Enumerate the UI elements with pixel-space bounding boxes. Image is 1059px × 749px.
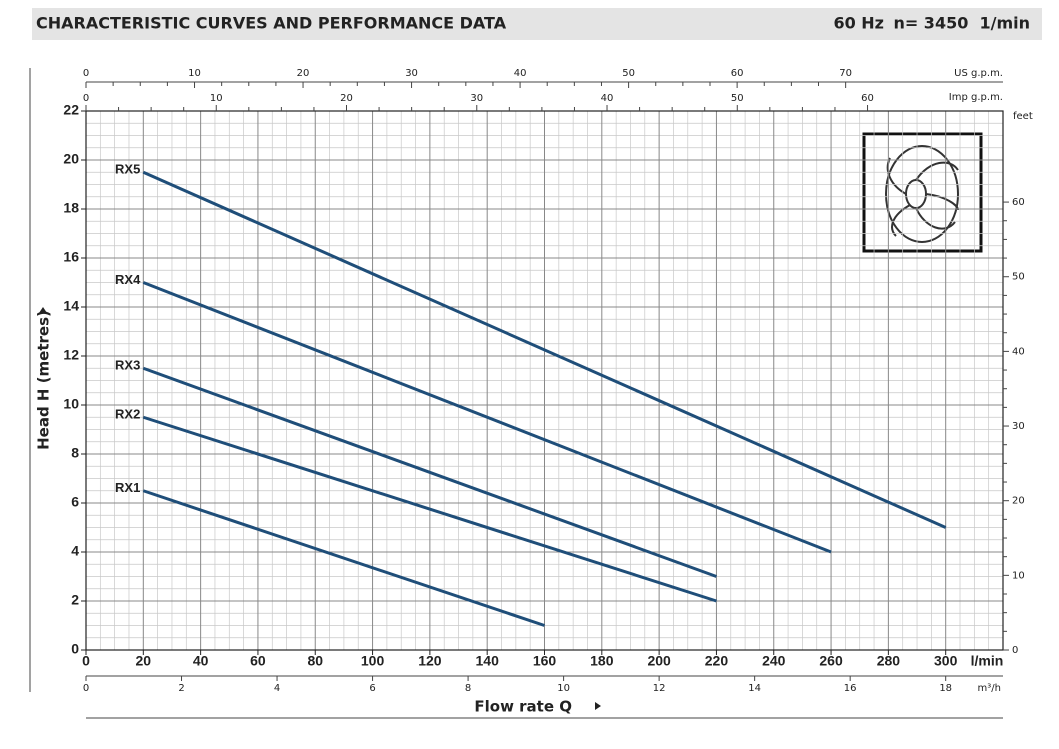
x4-unit-label: Imp g.p.m. — [949, 92, 1003, 103]
series-label: RX3 — [115, 358, 140, 373]
x-tick-label: 220 — [705, 653, 729, 669]
x2-tick-label: 18 — [939, 683, 952, 694]
impeller-image — [862, 132, 983, 253]
x2-tick-label: 0 — [83, 683, 89, 694]
x3-tick-label: 50 — [622, 68, 635, 79]
y-tick-label: 10 — [63, 396, 79, 412]
x4-tick-label: 0 — [83, 93, 89, 104]
arrow — [39, 307, 47, 313]
x-tick-label: 100 — [361, 653, 385, 669]
x3-tick-label: 60 — [731, 68, 744, 79]
y-tick-label: 20 — [63, 151, 79, 167]
x4-tick-label: 10 — [210, 93, 223, 104]
x2-tick-label: 12 — [653, 683, 666, 694]
y2-tick-label: 0 — [1012, 645, 1018, 656]
y-tick-label: 2 — [71, 592, 79, 608]
curve — [142, 489, 545, 627]
y-tick-label: 12 — [63, 347, 79, 363]
header-band — [32, 8, 1042, 40]
x3-tick-label: 20 — [297, 68, 310, 79]
speed: n= 3450 1/min — [893, 14, 1030, 33]
y-tick-label: 22 — [63, 102, 79, 118]
x4-tick-label: 50 — [731, 93, 744, 104]
x3-tick-label: 40 — [514, 68, 527, 79]
x3-unit-label: US g.p.m. — [954, 68, 1003, 79]
series-label: RX2 — [115, 407, 140, 422]
y-tick-label: 0 — [71, 641, 79, 657]
x-tick-label: 300 — [934, 653, 958, 669]
x-unit-label: l/min — [971, 653, 1004, 669]
x-tick-label: 80 — [307, 653, 323, 669]
x-tick-label: 180 — [590, 653, 614, 669]
y2-tick-label: 40 — [1012, 346, 1025, 357]
x-tick-label: 60 — [250, 653, 266, 669]
series-label: RX4 — [115, 272, 141, 287]
x3-tick-label: 10 — [188, 68, 201, 79]
plot-frame — [85, 110, 1004, 651]
chart-title: CHARACTERISTIC CURVES AND PERFORMANCE DA… — [36, 14, 507, 33]
x-tick-label: 280 — [877, 653, 901, 669]
x-tick-label: 160 — [533, 653, 557, 669]
x-tick-label: 200 — [647, 653, 671, 669]
curve — [142, 170, 947, 529]
y-tick-label: 6 — [71, 494, 79, 510]
x2-tick-label: 10 — [557, 683, 570, 694]
series-label: RX5 — [115, 162, 140, 177]
x4-tick-label: 20 — [340, 93, 353, 104]
y-tick-label: 4 — [71, 543, 79, 559]
x4-tick-label: 30 — [470, 93, 483, 104]
x-tick-label: 0 — [82, 653, 90, 669]
curve — [142, 281, 832, 554]
x2-unit-label: m³/h — [978, 683, 1001, 694]
x2-tick-label: 4 — [274, 683, 280, 694]
x2-tick-label: 2 — [178, 683, 184, 694]
frequency: 60 Hz — [833, 14, 884, 33]
curve — [142, 366, 717, 578]
x-tick-label: 260 — [819, 653, 843, 669]
y-tick-label: 8 — [71, 445, 79, 461]
y-tick-label: 16 — [63, 249, 79, 265]
y2-tick-label: 30 — [1012, 421, 1025, 432]
y-tick-label: 14 — [63, 298, 79, 314]
y2-tick-label: 20 — [1012, 496, 1025, 507]
x4-tick-label: 40 — [601, 93, 614, 104]
y2-tick-label: 60 — [1012, 197, 1025, 208]
y-tick-label: 18 — [63, 200, 79, 216]
x4-tick-label: 60 — [861, 93, 874, 104]
y2-tick-label: 10 — [1012, 570, 1025, 581]
x3-tick-label: 0 — [83, 68, 89, 79]
x2-tick-label: 6 — [369, 683, 375, 694]
x2-tick-label: 16 — [844, 683, 857, 694]
x-tick-label: 140 — [476, 653, 500, 669]
x-axis-label: Flow rate Q — [474, 698, 572, 716]
x2-tick-label: 14 — [748, 683, 761, 694]
arrow — [595, 702, 601, 710]
x3-tick-label: 70 — [839, 68, 852, 79]
y2-unit-label: feet — [1013, 111, 1033, 122]
x-tick-label: 20 — [136, 653, 152, 669]
x-tick-label: 240 — [762, 653, 786, 669]
series-label: RX1 — [115, 480, 140, 495]
x-tick-label: 120 — [418, 653, 442, 669]
x-tick-label: 40 — [193, 653, 209, 669]
y2-tick-label: 50 — [1012, 272, 1025, 283]
x2-tick-label: 8 — [465, 683, 471, 694]
x3-tick-label: 30 — [405, 68, 418, 79]
y-axis-label: Head H (metres) — [35, 310, 53, 450]
curve — [142, 415, 717, 603]
